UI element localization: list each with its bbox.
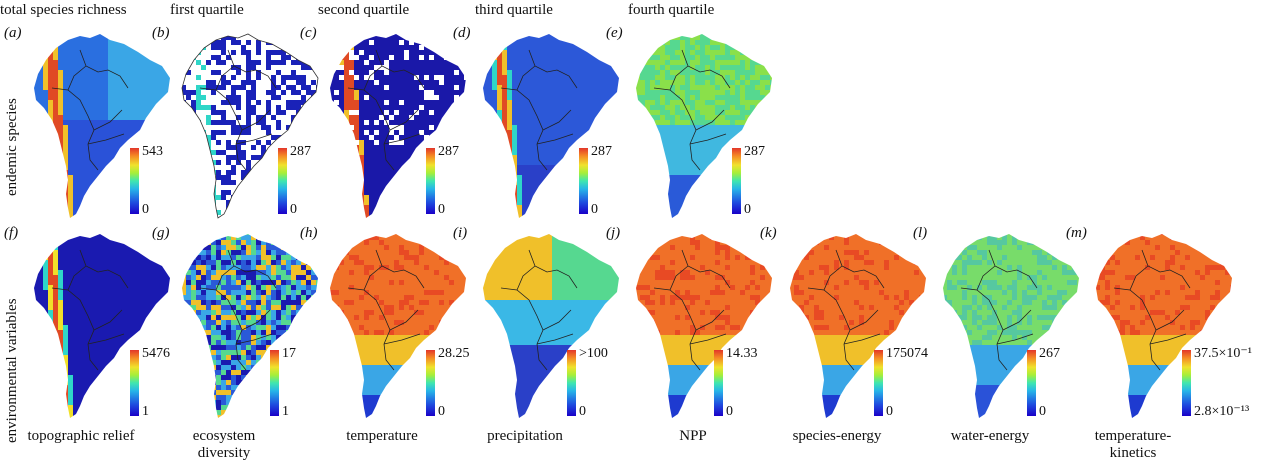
colorbar: [426, 350, 435, 416]
colorbar-max-label: 175074: [886, 346, 928, 361]
colorbar-min-label: 0: [290, 202, 297, 217]
panel-letter: (b): [152, 25, 170, 41]
column-title-q3: third quartile: [475, 2, 553, 18]
south-america-map: [1096, 234, 1232, 418]
colorbar: [732, 148, 741, 214]
colorbar-max-label: 287: [744, 144, 765, 159]
column-title-q1: first quartile: [170, 2, 244, 18]
variable-label: topographic relief: [27, 428, 135, 444]
colorbar: [567, 350, 576, 416]
colorbar: [714, 350, 723, 416]
panel-letter: (a): [4, 25, 22, 41]
colorbar-min-label: 2.8×10⁻¹³: [1194, 404, 1250, 419]
row-label-environmental: environmental variables: [4, 298, 20, 443]
colorbar-max-label: 28.25: [438, 346, 470, 361]
colorbar-min-label: 0: [579, 404, 586, 419]
south-america-map: [34, 34, 170, 218]
colorbar-min-label: 1: [142, 404, 149, 419]
colorbar: [579, 148, 588, 214]
colorbar-min-label: 0: [1039, 404, 1046, 419]
panel-letter: (f): [4, 225, 19, 241]
column-title-q2: second quartile: [318, 2, 410, 18]
colorbar-max-label: 267: [1039, 346, 1060, 361]
south-america-map: [182, 234, 318, 418]
panel-letter: (h): [300, 225, 318, 241]
panel-letter: (g): [152, 225, 170, 241]
colorbar-min-label: 0: [591, 202, 598, 217]
column-title-q4: fourth quartile: [628, 2, 715, 18]
south-america-map: [483, 34, 619, 218]
south-america-map: [636, 34, 772, 218]
colorbar-max-label: 287: [591, 144, 612, 159]
colorbar-max-label: 37.5×10⁻¹: [1194, 346, 1252, 361]
colorbar-min-label: 0: [438, 202, 445, 217]
variable-label: species-energy: [792, 428, 882, 444]
south-america-map: [943, 234, 1079, 418]
panel-letter: (j): [606, 225, 621, 241]
panel-letter: (d): [453, 25, 471, 41]
colorbar-max-label: 543: [142, 144, 163, 159]
colorbar-max-label: 287: [290, 144, 311, 159]
colorbar-min-label: 0: [886, 404, 893, 419]
colorbar: [874, 350, 883, 416]
colorbar-min-label: 0: [744, 202, 751, 217]
colorbar-max-label: 17: [282, 346, 296, 361]
variable-label: precipitation: [487, 428, 563, 444]
colorbar: [426, 148, 435, 214]
panel-letter: (m): [1066, 225, 1087, 241]
row-label-endemic: endemic species: [4, 98, 20, 196]
colorbar: [270, 350, 279, 416]
column-title-total: total species richness: [0, 2, 127, 18]
variable-label: temperature: [346, 428, 418, 444]
colorbar: [130, 148, 139, 214]
colorbar-max-label: >100: [579, 346, 608, 361]
variable-label: water-energy: [950, 428, 1030, 444]
colorbar-max-label: 287: [438, 144, 459, 159]
south-america-map: [330, 34, 466, 218]
variable-label: NPP: [679, 428, 707, 444]
colorbar: [130, 350, 139, 416]
colorbar-min-label: 0: [726, 404, 733, 419]
south-america-map: [483, 234, 619, 418]
colorbar: [278, 148, 287, 214]
south-america-map: [181, 33, 319, 219]
panel-letter: (c): [300, 25, 317, 41]
south-america-map: [636, 234, 772, 418]
colorbar-max-label: 14.33: [726, 346, 758, 361]
panel-letter: (k): [760, 225, 777, 241]
south-america-map: [330, 234, 466, 418]
colorbar: [1027, 350, 1036, 416]
south-america-map: [34, 234, 170, 418]
panel-letter: (l): [913, 225, 928, 241]
colorbar: [1182, 350, 1191, 416]
south-america-map: [790, 234, 926, 418]
colorbar-min-label: 0: [438, 404, 445, 419]
colorbar-max-label: 5476: [142, 346, 170, 361]
panel-letter: (e): [606, 25, 623, 41]
variable-label: ecosystem diversity: [192, 428, 256, 461]
colorbar-min-label: 1: [282, 404, 289, 419]
variable-label: temperature- kinetics: [1094, 428, 1172, 461]
panel-letter: (i): [453, 225, 468, 241]
colorbar-min-label: 0: [142, 202, 149, 217]
